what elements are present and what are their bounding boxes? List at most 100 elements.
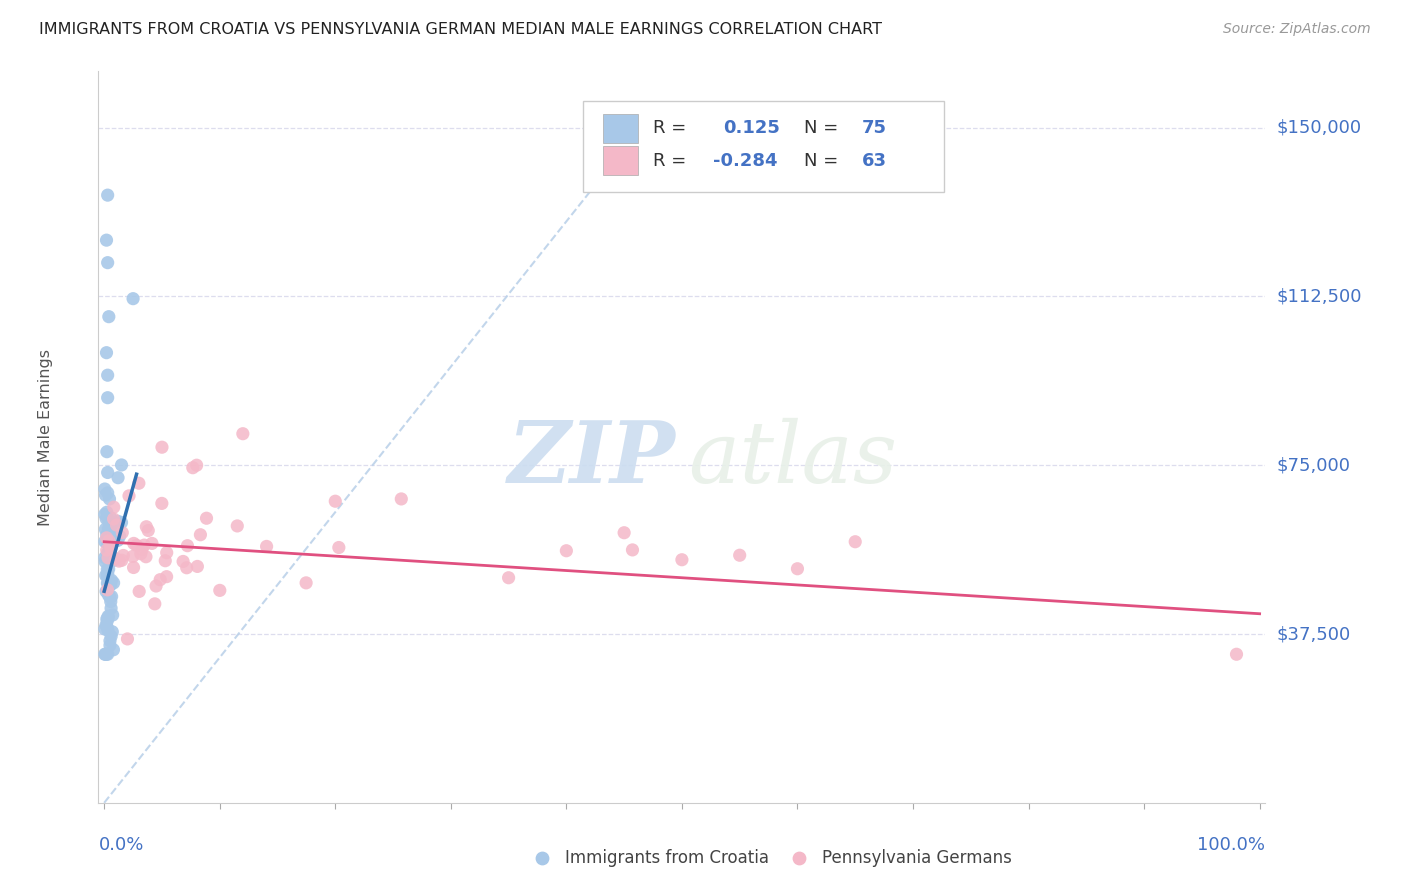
Point <box>108 554 131 568</box>
Point <box>97 391 120 405</box>
Point <box>107 514 129 528</box>
Point <box>141 536 163 550</box>
Point <box>96 569 118 583</box>
Point <box>100 522 122 536</box>
Text: ZIP: ZIP <box>508 417 676 500</box>
Point <box>131 542 153 557</box>
Point <box>97 533 120 548</box>
Text: $150,000: $150,000 <box>1277 119 1361 136</box>
Point <box>94 508 117 522</box>
Point <box>101 553 124 567</box>
Point <box>100 574 122 588</box>
Point <box>97 647 120 661</box>
Point <box>104 551 127 566</box>
Point <box>100 601 122 615</box>
Text: R =: R = <box>652 152 686 169</box>
Point <box>97 368 120 383</box>
Text: atlas: atlas <box>688 417 897 500</box>
Point <box>208 583 231 598</box>
Point <box>256 540 278 554</box>
Text: 100.0%: 100.0% <box>1198 836 1265 854</box>
Point <box>613 525 636 540</box>
Point <box>150 496 173 510</box>
Point <box>122 536 145 550</box>
Point <box>145 579 167 593</box>
Bar <box>603 114 637 143</box>
Point <box>94 647 117 661</box>
Point <box>94 550 117 565</box>
Point <box>103 500 125 515</box>
Text: N =: N = <box>804 152 839 169</box>
Point <box>110 458 132 472</box>
Point <box>96 562 118 576</box>
Point <box>103 575 125 590</box>
Point <box>96 614 118 628</box>
Text: R =: R = <box>652 120 686 137</box>
Point <box>94 618 117 632</box>
Text: $75,000: $75,000 <box>1277 456 1351 475</box>
Point <box>122 292 145 306</box>
Point <box>156 546 179 560</box>
Point <box>105 518 128 533</box>
Point <box>118 489 141 503</box>
Point <box>97 575 120 590</box>
Point <box>100 510 122 524</box>
Text: Pennsylvania Germans: Pennsylvania Germans <box>823 848 1012 867</box>
Point <box>97 550 120 565</box>
Point <box>181 460 204 475</box>
Point <box>117 632 139 646</box>
Point <box>98 638 121 652</box>
Point <box>96 582 118 597</box>
Point <box>94 568 117 582</box>
Point <box>190 527 212 541</box>
Point <box>97 255 120 269</box>
FancyBboxPatch shape <box>582 101 945 192</box>
Point <box>101 607 124 622</box>
Point <box>97 486 120 500</box>
Text: $37,500: $37,500 <box>1277 625 1351 643</box>
Point <box>94 482 117 496</box>
Point <box>97 310 120 324</box>
Point <box>186 458 208 473</box>
Point <box>100 578 122 592</box>
Point <box>96 531 118 545</box>
Point <box>232 426 254 441</box>
Point <box>100 541 122 556</box>
Point <box>226 519 249 533</box>
Point <box>94 584 117 599</box>
Point <box>149 573 172 587</box>
Point <box>143 597 166 611</box>
Text: Source: ZipAtlas.com: Source: ZipAtlas.com <box>1223 22 1371 37</box>
Point <box>136 524 159 538</box>
Point <box>98 545 121 559</box>
Point <box>671 553 693 567</box>
Point <box>96 528 118 542</box>
Point <box>94 488 117 502</box>
Point <box>128 476 150 491</box>
Point <box>101 624 124 639</box>
Point <box>786 562 808 576</box>
Point <box>100 590 122 604</box>
Point <box>135 520 157 534</box>
Point <box>111 525 134 540</box>
Point <box>103 642 125 657</box>
Point <box>97 588 120 602</box>
Point <box>107 471 129 485</box>
Point <box>98 579 121 593</box>
Point <box>96 543 118 558</box>
Point <box>97 562 120 576</box>
Point <box>96 512 118 526</box>
Point <box>122 560 145 574</box>
Point <box>96 444 118 458</box>
Point <box>555 543 578 558</box>
Point <box>97 188 120 202</box>
Point <box>97 466 120 480</box>
Point <box>96 233 118 247</box>
Point <box>111 553 134 567</box>
Point <box>101 524 124 538</box>
Point <box>134 538 156 552</box>
Point <box>104 517 127 532</box>
Point <box>96 345 118 359</box>
Point <box>97 624 120 638</box>
Point <box>1225 647 1247 661</box>
